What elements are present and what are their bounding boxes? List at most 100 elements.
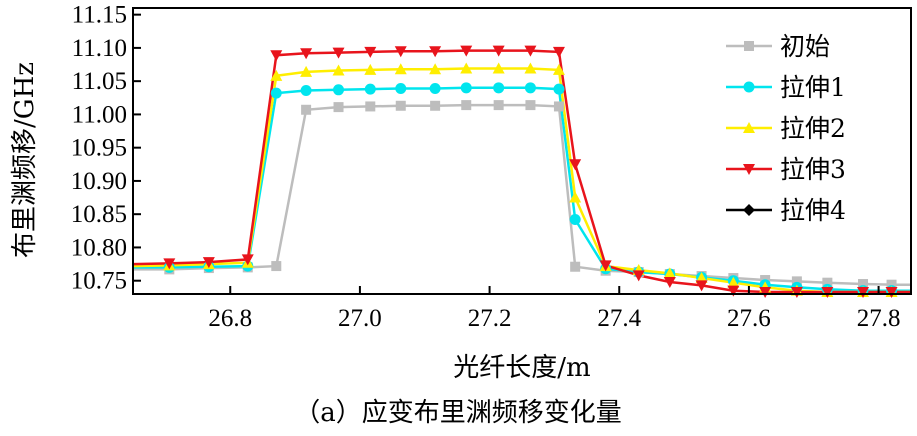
- data-point-初始: [570, 261, 581, 272]
- data-point-拉伸3: [885, 287, 898, 299]
- data-point-拉伸3: [163, 258, 176, 270]
- data-point-拉伸2: [364, 63, 377, 75]
- y-tick-label: 10.95: [71, 135, 127, 162]
- data-point-拉伸1: [364, 83, 376, 95]
- data-point-拉伸3: [300, 48, 313, 60]
- y-tick-label: 10.85: [71, 201, 127, 228]
- legend-label: 拉伸3: [780, 155, 846, 184]
- data-point-拉伸1: [524, 82, 536, 94]
- data-point-拉伸1: [300, 84, 312, 96]
- data-point-拉伸1: [493, 82, 505, 94]
- x-axis-title: 光纤长度/m: [453, 353, 590, 383]
- legend-label: 拉伸1: [780, 73, 846, 102]
- data-point-拉伸1: [553, 83, 565, 95]
- data-point-拉伸3: [270, 50, 283, 62]
- data-point-初始: [525, 100, 536, 111]
- plot-frame: [132, 7, 912, 295]
- data-point-拉伸2: [663, 267, 676, 279]
- data-point-拉伸2: [569, 191, 582, 203]
- data-point-初始: [858, 279, 869, 290]
- data-point-拉伸3: [460, 45, 473, 57]
- data-point-初始: [822, 277, 833, 288]
- y-tick-label: 10.90: [71, 168, 127, 195]
- data-point-拉伸3: [524, 45, 537, 57]
- legend-marker-拉伸1: [743, 81, 755, 93]
- data-point-拉伸2: [492, 62, 505, 74]
- data-point-初始: [791, 276, 802, 287]
- data-point-初始: [301, 104, 312, 115]
- data-point-拉伸3: [552, 46, 565, 58]
- data-point-初始: [365, 101, 376, 112]
- x-tick-label: 27.4: [597, 305, 641, 332]
- legend-marker-拉伸2: [743, 122, 755, 133]
- x-axis: 26.8 27.0 27.2 27.4 27.6 27.8: [208, 286, 900, 332]
- data-point-拉伸3: [599, 260, 612, 272]
- data-point-拉伸3: [663, 277, 676, 289]
- data-point-拉伸2: [727, 276, 740, 288]
- data-point-拉伸2: [695, 272, 708, 284]
- data-point-拉伸2: [300, 65, 313, 77]
- x-tick-label: 26.8: [208, 305, 252, 332]
- legend-label: 拉伸2: [780, 114, 846, 143]
- data-point-拉伸3: [429, 46, 442, 58]
- data-point-拉伸3: [695, 280, 708, 292]
- y-axis: 10.75 10.80 10.85 10.90 10.95 11.00 11.05 11.10…: [71, 2, 141, 295]
- data-point-拉伸3: [632, 270, 645, 282]
- data-point-拉伸3: [727, 285, 740, 297]
- data-point-拉伸1: [460, 82, 472, 94]
- x-tick-label: 27.8: [857, 305, 901, 332]
- data-point-拉伸3: [821, 287, 834, 299]
- data-point-拉伸1: [395, 82, 407, 94]
- data-point-拉伸2: [552, 63, 565, 75]
- y-tick-label: 10.75: [71, 268, 127, 295]
- data-point-初始: [395, 100, 406, 111]
- x-tick-label: 27.6: [727, 305, 771, 332]
- y-axis-title: 布里渊频移/GHz: [10, 62, 40, 258]
- data-point-拉伸2: [332, 64, 345, 76]
- series-line-拉伸3: [133, 49, 911, 294]
- data-point-拉伸1: [569, 214, 581, 226]
- data-point-拉伸1: [270, 87, 282, 99]
- x-tick-label: 27.2: [468, 305, 512, 332]
- data-point-初始: [271, 261, 282, 272]
- data-point-初始: [886, 279, 897, 290]
- data-point-拉伸3: [332, 47, 345, 59]
- data-point-拉伸1: [333, 84, 345, 96]
- data-point-初始: [493, 100, 504, 111]
- data-point-初始: [430, 100, 441, 111]
- data-point-拉伸3: [790, 287, 803, 299]
- data-point-拉伸3: [759, 287, 772, 299]
- series-line-初始: [133, 103, 911, 286]
- data-point-拉伸2: [394, 63, 407, 75]
- y-tick-label: 11.15: [72, 2, 127, 29]
- legend-marker-拉伸3: [743, 164, 755, 175]
- y-tick-label: 11.00: [72, 101, 127, 128]
- x-tick-label: 27.0: [338, 305, 382, 332]
- data-point-拉伸3: [241, 254, 254, 266]
- legend-marker-初始: [744, 41, 754, 51]
- data-point-拉伸1: [429, 82, 441, 94]
- legend-label: 拉伸4: [780, 196, 846, 225]
- y-tick-label: 11.05: [72, 68, 127, 95]
- data-point-初始: [333, 102, 344, 113]
- data-point-拉伸2: [460, 62, 473, 74]
- data-point-拉伸3: [857, 287, 870, 299]
- series-line-拉伸2: [133, 67, 911, 294]
- data-point-拉伸2: [429, 63, 442, 75]
- figure-caption: （a）应变布里渊频移变化量: [294, 398, 622, 428]
- data-point-拉伸3: [492, 45, 505, 57]
- data-point-拉伸3: [569, 159, 582, 171]
- legend-label: 初始: [780, 32, 830, 61]
- data-point-初始: [461, 100, 472, 111]
- data-point-拉伸3: [364, 46, 377, 58]
- y-tick-label: 10.80: [71, 234, 127, 261]
- y-tick-label: 11.10: [72, 35, 127, 62]
- data-point-拉伸3: [202, 257, 215, 269]
- data-point-拉伸2: [524, 62, 537, 74]
- data-point-初始: [553, 101, 564, 112]
- legend-marker-拉伸4: [743, 204, 755, 216]
- data-point-拉伸3: [394, 46, 407, 58]
- data-point-拉伸2: [270, 69, 283, 81]
